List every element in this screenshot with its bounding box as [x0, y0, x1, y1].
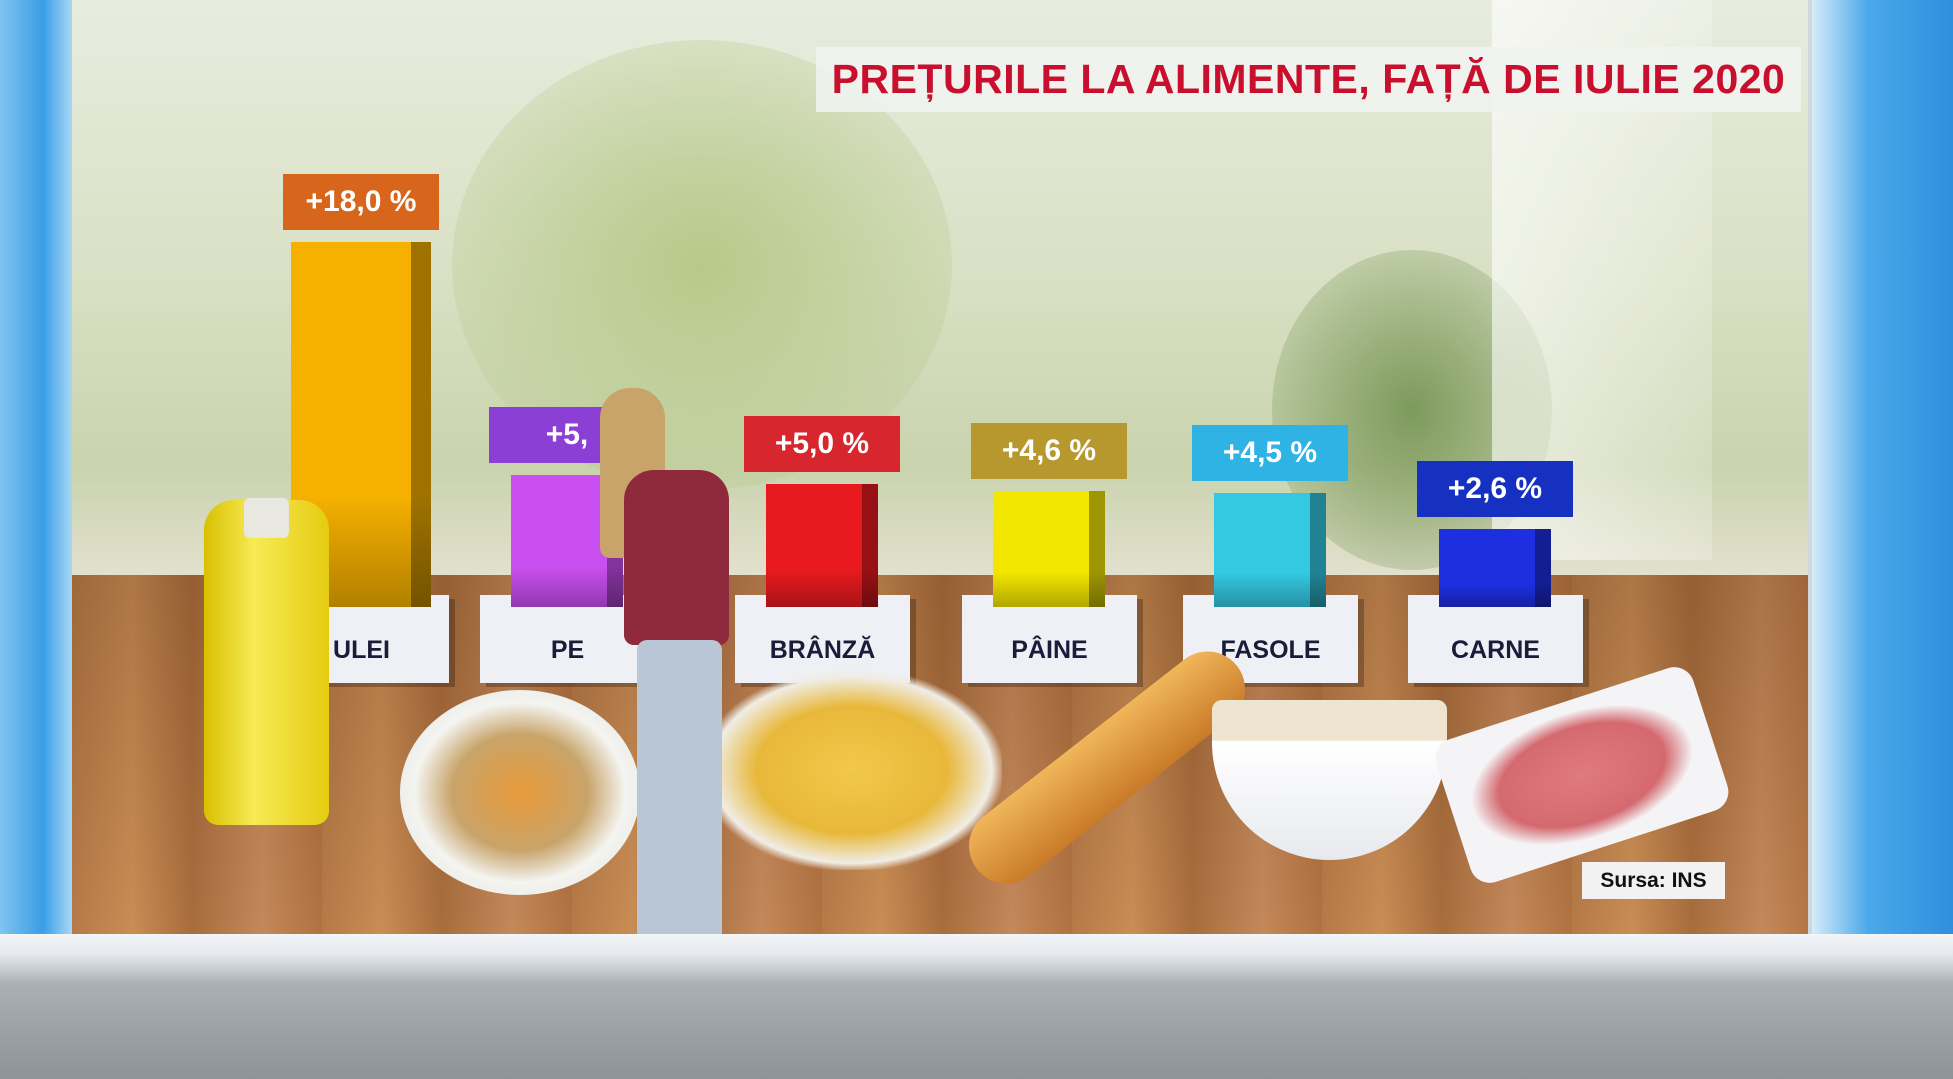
category-pedestal: CARNE	[1408, 595, 1583, 683]
studio-pillar-right	[1812, 0, 1953, 1000]
presenter-torso	[624, 470, 729, 645]
cheese-plate-image	[702, 670, 1002, 870]
source-note: Sursa: INS	[1582, 862, 1725, 899]
oil-bottle-cap-image	[244, 498, 289, 538]
bar-brânză	[766, 484, 878, 607]
data-label: +2,6 %	[1417, 460, 1573, 517]
data-label: +5,0 %	[744, 416, 900, 472]
fish-plate-image	[400, 690, 640, 895]
category-pedestal: PÂINE	[962, 595, 1137, 683]
oil-bottle-image	[204, 500, 329, 825]
data-label: +18,0 %	[283, 174, 439, 231]
studio-floor	[0, 934, 1953, 1079]
data-label: +4,6 %	[971, 423, 1127, 480]
category-pedestal: BRÂNZĂ	[735, 595, 910, 683]
data-label: +4,5 %	[1192, 425, 1348, 482]
video-wall: PREȚURILE LA ALIMENTE, FAȚĂ DE IULIE 202…	[72, 0, 1808, 934]
studio-pillar-left	[0, 0, 72, 1000]
bar-carne	[1439, 528, 1551, 608]
bar-fasole	[1214, 493, 1326, 607]
presenter-legs	[637, 640, 722, 934]
chart-title: PREȚURILE LA ALIMENTE, FAȚĂ DE IULIE 202…	[816, 47, 1801, 112]
bar-pâine	[993, 491, 1105, 607]
